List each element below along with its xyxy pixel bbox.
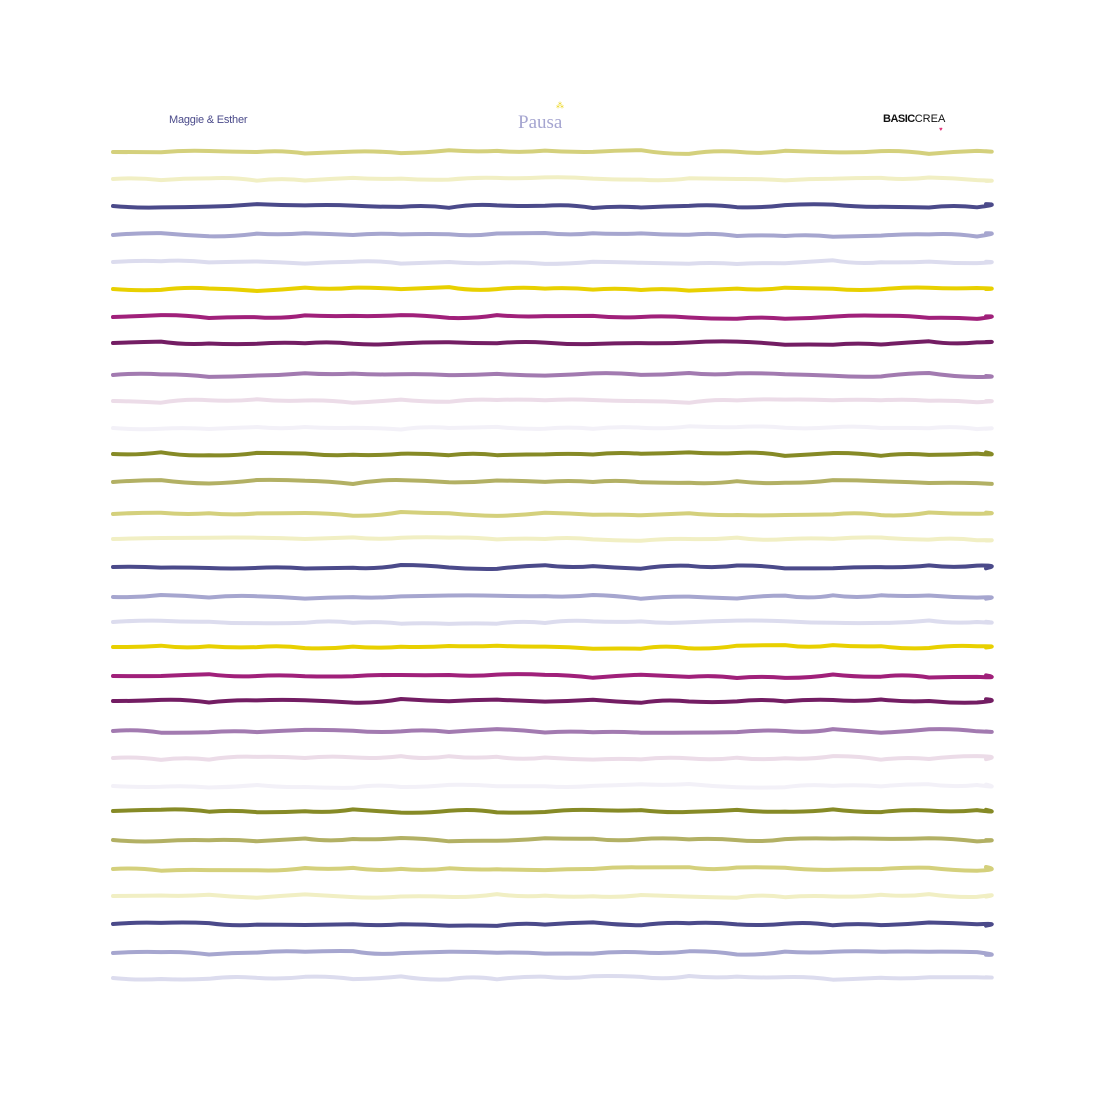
- stripe: [111, 175, 994, 183]
- stripe: [111, 618, 994, 626]
- stripe: [111, 696, 994, 705]
- stripe: [111, 397, 994, 405]
- stripe: [111, 202, 994, 211]
- pausa-logo: Pausa ⁂: [518, 101, 564, 133]
- stripe: [111, 592, 994, 601]
- pausa-logo-text: Pausa: [518, 112, 563, 133]
- crea-text: CREA: [914, 113, 946, 125]
- basiccrea-logo: BASICCREA ♥: [883, 113, 946, 133]
- heart-icon: ♥: [939, 127, 943, 133]
- stripe: [111, 535, 994, 543]
- stripe: [111, 477, 994, 487]
- stripe: [111, 754, 994, 762]
- sprig-icon: ⁂: [556, 101, 564, 110]
- stripe: [111, 973, 994, 982]
- stripe: [111, 562, 994, 571]
- stripe: [111, 835, 994, 844]
- stripe: [111, 807, 994, 815]
- stripe: [111, 920, 994, 928]
- stripe: [111, 258, 994, 267]
- stripe: [111, 339, 994, 347]
- basic-text: BASIC: [883, 113, 915, 125]
- stripe: [111, 230, 994, 239]
- stripe: [111, 781, 994, 790]
- stripe: [111, 865, 994, 873]
- maggie-esther-logo: Maggie & Esther: [169, 114, 248, 126]
- stripe: [111, 424, 994, 432]
- stripe: [111, 672, 994, 681]
- stripe: [111, 509, 994, 518]
- stripe: [111, 450, 994, 458]
- stripe: [111, 727, 994, 735]
- stripe: [111, 370, 994, 380]
- stripe: [111, 285, 994, 294]
- stripe: [111, 643, 994, 651]
- stripe: [111, 148, 994, 156]
- stripe: [111, 313, 994, 321]
- stripe: [111, 892, 994, 900]
- stripe: [111, 948, 994, 957]
